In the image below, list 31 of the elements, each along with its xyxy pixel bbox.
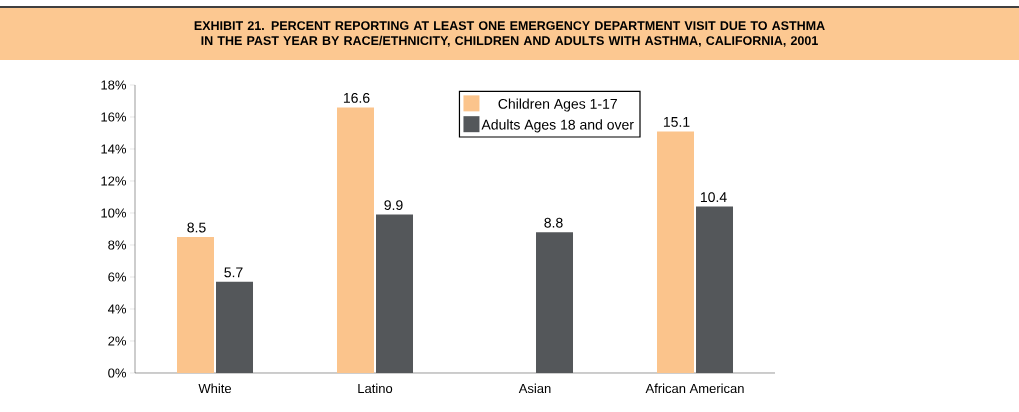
data-label: 10.4 bbox=[700, 192, 727, 203]
bar bbox=[216, 281, 253, 373]
y-tick-label: 2% bbox=[108, 336, 127, 346]
bar bbox=[536, 232, 574, 373]
y-tick-label: 6% bbox=[108, 272, 127, 282]
x-tick-label: Asian bbox=[518, 383, 551, 394]
bar bbox=[337, 107, 374, 373]
bar bbox=[177, 237, 214, 373]
y-tick-label: 8% bbox=[108, 240, 127, 250]
data-label: 9.9 bbox=[384, 200, 403, 211]
y-tick-label: 12% bbox=[101, 176, 127, 186]
chart-title: EXHIBIT 21. PERCENT REPORTING AT LEAST ONE EMERGENCY DEPARTMENT VISIT DUE TO ASTHMA IN THE PAST YEAR BY RACE/ETHNICITY, CHILDREN AND ADULTS WITH ASTHMA, CALIFORNIA, 2001 bbox=[194, 21, 825, 47]
y-tick-label: 10% bbox=[101, 208, 127, 218]
x-tick-label: African American bbox=[645, 383, 744, 394]
bar bbox=[376, 214, 414, 373]
legend-label: Children Ages 1-17 bbox=[498, 98, 617, 112]
y-tick-label: 18% bbox=[101, 80, 127, 90]
bar bbox=[696, 206, 734, 373]
data-label: 16.6 bbox=[343, 92, 370, 103]
data-label: 8.8 bbox=[544, 217, 563, 228]
x-tick-label: Latino bbox=[358, 383, 393, 394]
y-tick-label: 14% bbox=[101, 144, 127, 154]
legend-label: Adults Ages 18 and over bbox=[481, 119, 634, 133]
y-tick-label: 0% bbox=[108, 368, 127, 378]
y-tick-label: 4% bbox=[107, 304, 127, 314]
x-tick-label: White bbox=[198, 383, 232, 394]
data-label: 15.1 bbox=[663, 117, 690, 127]
data-label: 5.7 bbox=[224, 267, 243, 278]
y-tick-label: 16% bbox=[101, 112, 127, 122]
bar bbox=[657, 131, 695, 373]
data-label: 8.5 bbox=[187, 222, 206, 233]
